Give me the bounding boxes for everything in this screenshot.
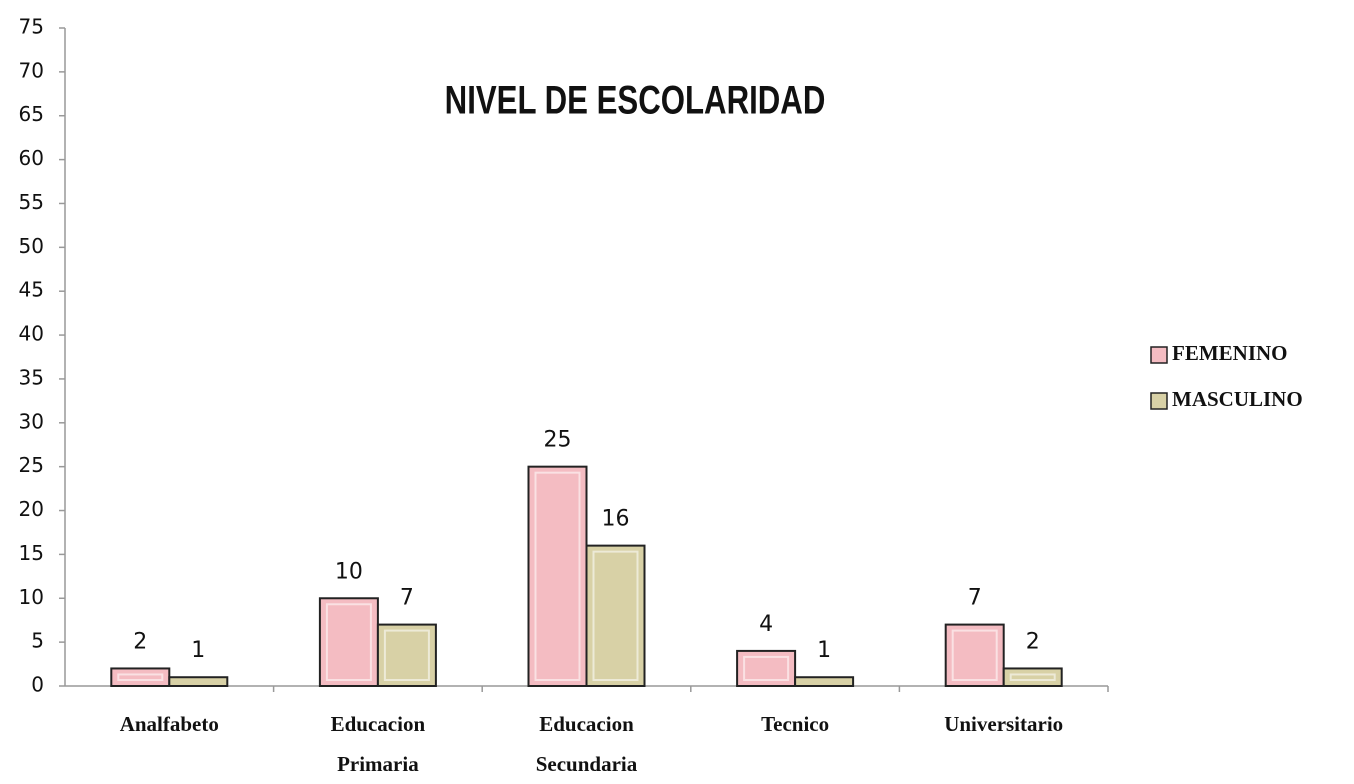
- y-tick-label: 15: [19, 541, 44, 565]
- bar-bevel: [592, 550, 639, 681]
- value-label: 10: [335, 559, 363, 584]
- value-label: 7: [400, 586, 414, 611]
- x-tick-label: Educacion Secundaria: [535, 712, 638, 776]
- bar: [376, 623, 437, 688]
- x-tick-label: Tecnico: [761, 712, 830, 736]
- y-tick-label: 70: [19, 58, 44, 82]
- value-label: 4: [759, 612, 773, 637]
- bar: [1002, 667, 1063, 687]
- y-tick-label: 5: [31, 629, 44, 653]
- y-tick-label: 25: [19, 453, 44, 477]
- value-label: 1: [191, 638, 205, 663]
- chart-title: NIVEL DE ESCOLARIDAD: [445, 78, 826, 123]
- y-tick-label: 10: [19, 585, 44, 609]
- x-tick-label: Analfabeto: [119, 712, 219, 736]
- x-tick-label: Universitario: [944, 712, 1064, 736]
- y-tick-label: 50: [19, 234, 44, 258]
- legend-label: FEMENINO: [1172, 341, 1288, 365]
- y-tick-label: 0: [31, 673, 44, 697]
- bar-bevel: [325, 603, 372, 681]
- bar: [944, 623, 1005, 688]
- y-tick-label: 30: [19, 409, 44, 433]
- bar: [168, 676, 229, 688]
- value-label: 2: [133, 629, 147, 654]
- y-tick-label: 45: [19, 278, 44, 302]
- y-tick-label: 60: [19, 146, 44, 170]
- bar-bevel: [117, 673, 164, 681]
- y-tick-label: 35: [19, 365, 44, 389]
- y-tick-label: 75: [19, 15, 44, 39]
- bar-bevel: [534, 471, 581, 681]
- legend-swatch: [1150, 392, 1168, 410]
- value-label: 7: [968, 586, 982, 611]
- value-label: 2: [1026, 629, 1040, 654]
- value-label: 16: [602, 507, 630, 532]
- legend-label: MASCULINO: [1172, 387, 1303, 411]
- value-label: 25: [544, 428, 572, 453]
- bar: [585, 544, 646, 687]
- y-tick-label: 65: [19, 102, 44, 126]
- bar: [110, 667, 171, 687]
- bar: [318, 597, 379, 687]
- bar-bevel: [951, 629, 998, 682]
- y-tick-label: 40: [19, 322, 44, 346]
- value-label: 1: [817, 638, 831, 663]
- bar: [527, 465, 588, 687]
- y-tick-label: 55: [19, 190, 44, 214]
- x-tick-label: Educacion Primaria: [330, 712, 426, 776]
- legend-swatch: [1150, 346, 1168, 364]
- bar-bevel: [1009, 673, 1056, 681]
- bar-bevel: [743, 655, 790, 682]
- y-tick-label: 20: [19, 497, 44, 521]
- bar: [794, 676, 855, 688]
- bar-bevel: [383, 629, 430, 682]
